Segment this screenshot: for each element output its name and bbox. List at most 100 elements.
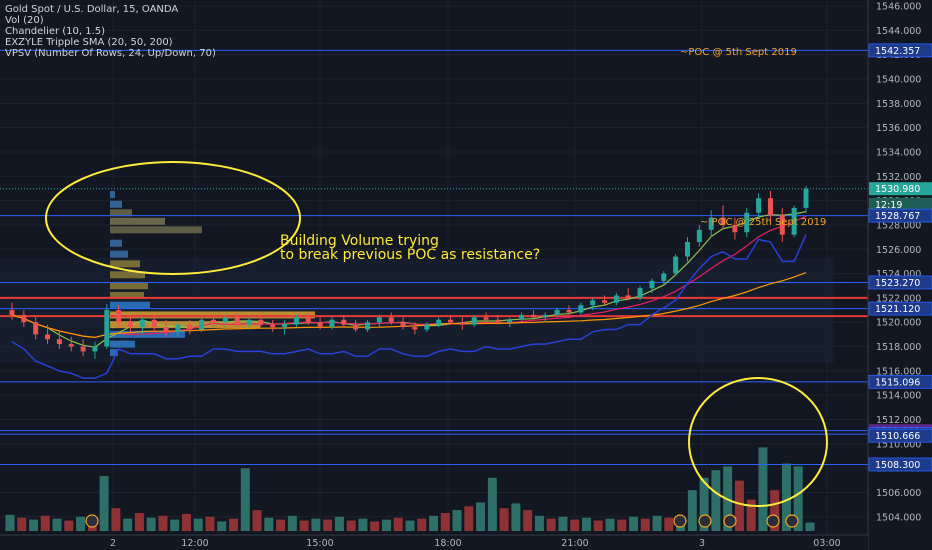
horizontal-levels[interactable] — [0, 49, 868, 465]
candle-body — [708, 217, 714, 230]
y-tick-label: 1534.000 — [876, 147, 921, 158]
candle-body — [151, 319, 157, 328]
volume-bar — [593, 520, 603, 531]
x-tick-label: 15:00 — [306, 538, 333, 549]
poc-sept25-label[interactable]: ~ POC @ 25th Sept 2019 — [700, 217, 826, 228]
y-tick-label: 1544.000 — [876, 26, 921, 37]
volume-profile-row — [110, 250, 128, 258]
economic-event-icon[interactable] — [698, 514, 712, 528]
highlight-ellipses — [45, 161, 828, 507]
sma-50-line — [11, 215, 807, 339]
candle-body — [424, 324, 430, 330]
candle-body — [400, 322, 406, 328]
candle-body — [507, 319, 513, 323]
price-label-tag[interactable] — [868, 43, 932, 58]
legend-symbol[interactable]: Gold Spot / U.S. Dollar, 15, OANDA — [5, 4, 179, 15]
volume-bar — [334, 516, 344, 531]
volume-bar — [640, 518, 650, 531]
economic-event-icon[interactable] — [723, 514, 737, 528]
note-line-2[interactable]: to break previous POC as resistance? — [280, 247, 540, 263]
price-label-tag[interactable] — [868, 275, 932, 290]
volume-spike-circle[interactable] — [688, 377, 828, 507]
price-label-tag[interactable] — [868, 301, 932, 316]
volume-profile-row — [110, 271, 145, 279]
price-label-tag[interactable] — [868, 208, 932, 223]
y-tick-label: 1514.000 — [876, 391, 921, 402]
candle-body — [732, 224, 738, 233]
economic-event-icon[interactable] — [673, 514, 687, 528]
volume-bar — [52, 518, 62, 531]
price-label-text: 1542.357 — [875, 46, 920, 57]
volume-profile-circle[interactable] — [45, 161, 301, 275]
y-tick-label: 1546.000 — [876, 2, 921, 13]
candle-body — [637, 288, 643, 298]
candle-body — [519, 314, 525, 320]
volume-bar — [405, 520, 415, 531]
price-label-tag[interactable] — [869, 197, 932, 211]
candle-body — [791, 207, 797, 235]
legend-sma[interactable]: EXZYLE Tripple SMA (20, 50, 200) — [5, 37, 173, 48]
volume-bar — [746, 499, 756, 531]
price-label-text: 1508.300 — [875, 460, 920, 471]
price-label-tag[interactable] — [868, 457, 932, 472]
candle-body — [803, 188, 809, 208]
x-tick-label: 12:00 — [181, 538, 208, 549]
sma-200-line — [11, 272, 807, 339]
candle-body — [649, 280, 655, 289]
volume-bar — [323, 519, 333, 531]
candle-body — [210, 319, 216, 323]
legend-chandelier[interactable]: Chandelier (10, 1.5) — [5, 26, 106, 37]
candle-body — [234, 317, 240, 325]
candle-body — [471, 317, 477, 325]
y-tick-label: 1504.000 — [876, 512, 921, 523]
candle-body — [767, 198, 773, 216]
price-label-tag[interactable] — [868, 428, 932, 443]
y-tick-label: 1540.000 — [876, 75, 921, 86]
candle-body — [542, 314, 548, 318]
volume-bar — [605, 518, 615, 531]
candle-body — [412, 327, 418, 330]
volume-profile-row — [110, 291, 144, 299]
time-axis[interactable] — [0, 535, 868, 550]
volume-bar — [276, 519, 286, 531]
volume-bar — [581, 517, 591, 531]
price-label-tag[interactable] — [868, 374, 932, 389]
price-labels: 1542.3571530.98012:191528.7671523.270152… — [868, 43, 932, 472]
volume-bar — [440, 512, 450, 531]
volume-bar — [181, 513, 191, 531]
legend-vpsv[interactable]: VPSV (Number Of Rows, 24, Up/Down, 70) — [5, 48, 216, 59]
candle-body — [353, 324, 359, 330]
price-label-text: 1515.096 — [875, 377, 920, 388]
economic-event-icon[interactable] — [785, 514, 799, 528]
y-tick-label: 1528.000 — [876, 220, 921, 231]
volume-bar — [476, 502, 486, 531]
volume-bar — [617, 519, 627, 531]
volume-profile-row — [110, 200, 122, 208]
volume-bar — [358, 518, 368, 531]
economic-event-icon[interactable] — [85, 514, 99, 528]
volume-profile-row — [110, 217, 165, 225]
volume-bar — [76, 516, 86, 531]
note-line-1[interactable]: Building Volume trying — [280, 233, 439, 249]
volume-profile-row — [110, 239, 122, 247]
candle-body — [282, 324, 288, 328]
chandelier-exit-line — [11, 234, 807, 379]
volume-bar — [393, 517, 403, 531]
economic-event-icon[interactable] — [766, 514, 780, 528]
volume-bar — [29, 519, 39, 531]
poc-sept5-label[interactable]: ~POC @ 5th Sept 2019 — [680, 47, 797, 58]
volume-bar — [217, 521, 227, 531]
volume-bar — [629, 516, 639, 531]
x-tick-label: 03:00 — [813, 538, 840, 549]
candle-body — [33, 322, 39, 335]
volume-bar — [311, 518, 321, 531]
candle-body — [80, 346, 86, 352]
volume-profile-row — [110, 282, 148, 290]
legend-volume[interactable]: Vol (20) — [5, 15, 44, 26]
y-tick-label: 1536.000 — [876, 123, 921, 134]
volume-bar — [664, 517, 674, 531]
price-label-tag[interactable] — [869, 182, 932, 196]
candle-body — [258, 319, 264, 325]
volume-bar — [170, 519, 180, 531]
